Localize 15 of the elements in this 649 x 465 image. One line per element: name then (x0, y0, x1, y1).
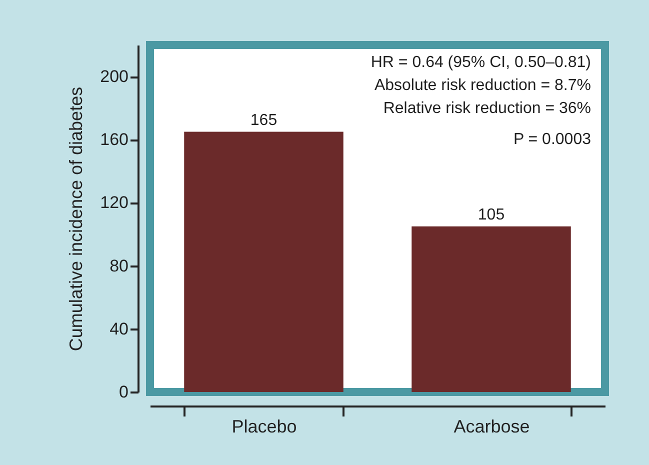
y-tick-label: 160 (100, 130, 128, 150)
data-label: 105 (478, 206, 505, 224)
x-tick-label: Placebo (232, 416, 297, 436)
y-tick-label: 200 (100, 67, 128, 86)
annotation: P = 0.0003 (513, 131, 592, 148)
y-tick-label: 120 (100, 193, 128, 212)
data-label: 165 (250, 112, 278, 129)
y-tick-label: 80 (110, 256, 128, 276)
y-tick-label: 0 (119, 382, 128, 402)
y-axis-title: Cumulative incidence of diabetes (66, 86, 86, 352)
annotation: Relative risk reduction = 36% (383, 100, 591, 117)
y-tick-label: 40 (110, 319, 128, 338)
x-tick-label: Acarbose (454, 416, 530, 436)
annotation: Absolute risk reduction = 8.7% (374, 77, 591, 94)
annotation: HR = 0.64 (95% CI, 0.50–0.81) (370, 54, 591, 71)
